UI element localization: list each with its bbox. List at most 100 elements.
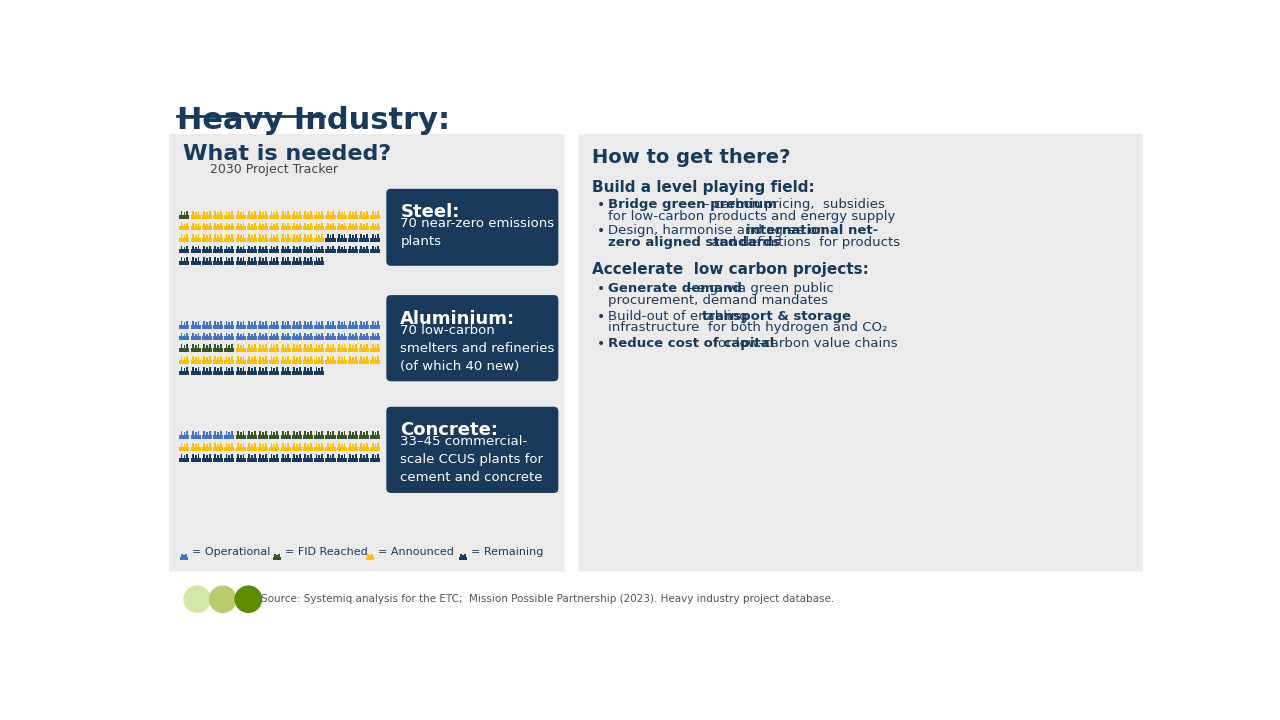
FancyBboxPatch shape	[212, 348, 223, 352]
FancyBboxPatch shape	[179, 458, 189, 462]
FancyBboxPatch shape	[282, 367, 284, 371]
FancyBboxPatch shape	[378, 234, 379, 238]
FancyBboxPatch shape	[214, 367, 216, 371]
FancyBboxPatch shape	[191, 325, 201, 329]
FancyBboxPatch shape	[364, 247, 365, 250]
FancyBboxPatch shape	[202, 348, 212, 352]
FancyBboxPatch shape	[232, 431, 233, 435]
FancyBboxPatch shape	[260, 356, 261, 359]
FancyBboxPatch shape	[197, 367, 200, 371]
FancyBboxPatch shape	[326, 234, 329, 238]
FancyBboxPatch shape	[282, 211, 284, 215]
FancyBboxPatch shape	[352, 334, 353, 336]
FancyBboxPatch shape	[348, 325, 358, 329]
FancyBboxPatch shape	[274, 444, 275, 446]
FancyBboxPatch shape	[260, 257, 261, 261]
FancyBboxPatch shape	[269, 435, 279, 439]
FancyBboxPatch shape	[195, 432, 197, 435]
FancyBboxPatch shape	[319, 346, 320, 348]
FancyBboxPatch shape	[274, 247, 275, 250]
FancyBboxPatch shape	[191, 371, 201, 375]
FancyBboxPatch shape	[337, 458, 347, 462]
FancyBboxPatch shape	[225, 454, 228, 458]
FancyBboxPatch shape	[179, 250, 189, 253]
FancyBboxPatch shape	[262, 346, 264, 348]
FancyBboxPatch shape	[191, 458, 201, 462]
FancyBboxPatch shape	[179, 226, 189, 230]
FancyBboxPatch shape	[276, 321, 278, 325]
FancyBboxPatch shape	[259, 325, 268, 329]
FancyBboxPatch shape	[191, 226, 201, 230]
FancyBboxPatch shape	[225, 367, 228, 371]
FancyBboxPatch shape	[387, 407, 558, 493]
FancyBboxPatch shape	[310, 257, 312, 261]
FancyBboxPatch shape	[338, 234, 339, 238]
FancyBboxPatch shape	[325, 325, 335, 329]
Text: Reduce cost of capital: Reduce cost of capital	[608, 338, 774, 351]
FancyBboxPatch shape	[197, 211, 200, 215]
FancyBboxPatch shape	[305, 222, 306, 226]
FancyBboxPatch shape	[214, 333, 216, 336]
FancyBboxPatch shape	[305, 443, 306, 446]
FancyBboxPatch shape	[247, 336, 257, 341]
FancyBboxPatch shape	[251, 432, 252, 435]
FancyBboxPatch shape	[191, 348, 201, 352]
FancyBboxPatch shape	[197, 344, 200, 348]
FancyBboxPatch shape	[248, 257, 250, 261]
FancyBboxPatch shape	[204, 234, 205, 238]
FancyBboxPatch shape	[361, 356, 362, 359]
FancyBboxPatch shape	[232, 257, 233, 261]
FancyBboxPatch shape	[280, 435, 291, 439]
FancyBboxPatch shape	[248, 211, 250, 215]
Text: transport & storage: transport & storage	[701, 310, 851, 323]
FancyBboxPatch shape	[325, 238, 335, 242]
FancyBboxPatch shape	[338, 443, 339, 446]
Text: Aluminium:: Aluminium:	[401, 310, 516, 328]
FancyBboxPatch shape	[325, 458, 335, 462]
FancyBboxPatch shape	[192, 211, 193, 215]
FancyBboxPatch shape	[237, 367, 238, 371]
FancyBboxPatch shape	[276, 367, 278, 371]
FancyBboxPatch shape	[242, 431, 244, 435]
FancyBboxPatch shape	[355, 344, 357, 348]
FancyBboxPatch shape	[465, 554, 466, 557]
FancyBboxPatch shape	[349, 211, 351, 215]
FancyBboxPatch shape	[180, 211, 183, 215]
FancyBboxPatch shape	[259, 371, 268, 375]
FancyBboxPatch shape	[265, 246, 266, 250]
FancyBboxPatch shape	[343, 333, 346, 336]
FancyBboxPatch shape	[220, 454, 221, 458]
FancyBboxPatch shape	[371, 321, 374, 325]
FancyBboxPatch shape	[355, 246, 357, 250]
FancyBboxPatch shape	[579, 134, 1143, 572]
FancyBboxPatch shape	[248, 321, 250, 325]
FancyBboxPatch shape	[298, 257, 301, 261]
FancyBboxPatch shape	[239, 224, 242, 226]
FancyBboxPatch shape	[310, 234, 312, 238]
FancyBboxPatch shape	[265, 321, 266, 325]
FancyBboxPatch shape	[355, 454, 357, 458]
FancyBboxPatch shape	[251, 258, 252, 261]
FancyBboxPatch shape	[248, 431, 250, 435]
FancyBboxPatch shape	[253, 367, 256, 371]
FancyBboxPatch shape	[236, 238, 246, 242]
Text: = FID Reached: = FID Reached	[284, 547, 367, 557]
Text: Build a level playing field:: Build a level playing field:	[593, 180, 815, 195]
FancyBboxPatch shape	[316, 321, 317, 325]
FancyBboxPatch shape	[251, 212, 252, 215]
FancyBboxPatch shape	[214, 344, 216, 348]
FancyBboxPatch shape	[337, 359, 347, 364]
FancyBboxPatch shape	[460, 557, 467, 560]
FancyBboxPatch shape	[319, 247, 320, 250]
FancyBboxPatch shape	[355, 222, 357, 226]
FancyBboxPatch shape	[265, 211, 266, 215]
FancyBboxPatch shape	[180, 454, 183, 458]
FancyBboxPatch shape	[206, 369, 207, 371]
FancyBboxPatch shape	[370, 435, 380, 439]
FancyBboxPatch shape	[298, 222, 301, 226]
FancyBboxPatch shape	[179, 446, 189, 451]
FancyBboxPatch shape	[237, 257, 238, 261]
Text: = Announced: = Announced	[378, 547, 453, 557]
FancyBboxPatch shape	[364, 455, 365, 458]
FancyBboxPatch shape	[202, 435, 212, 439]
